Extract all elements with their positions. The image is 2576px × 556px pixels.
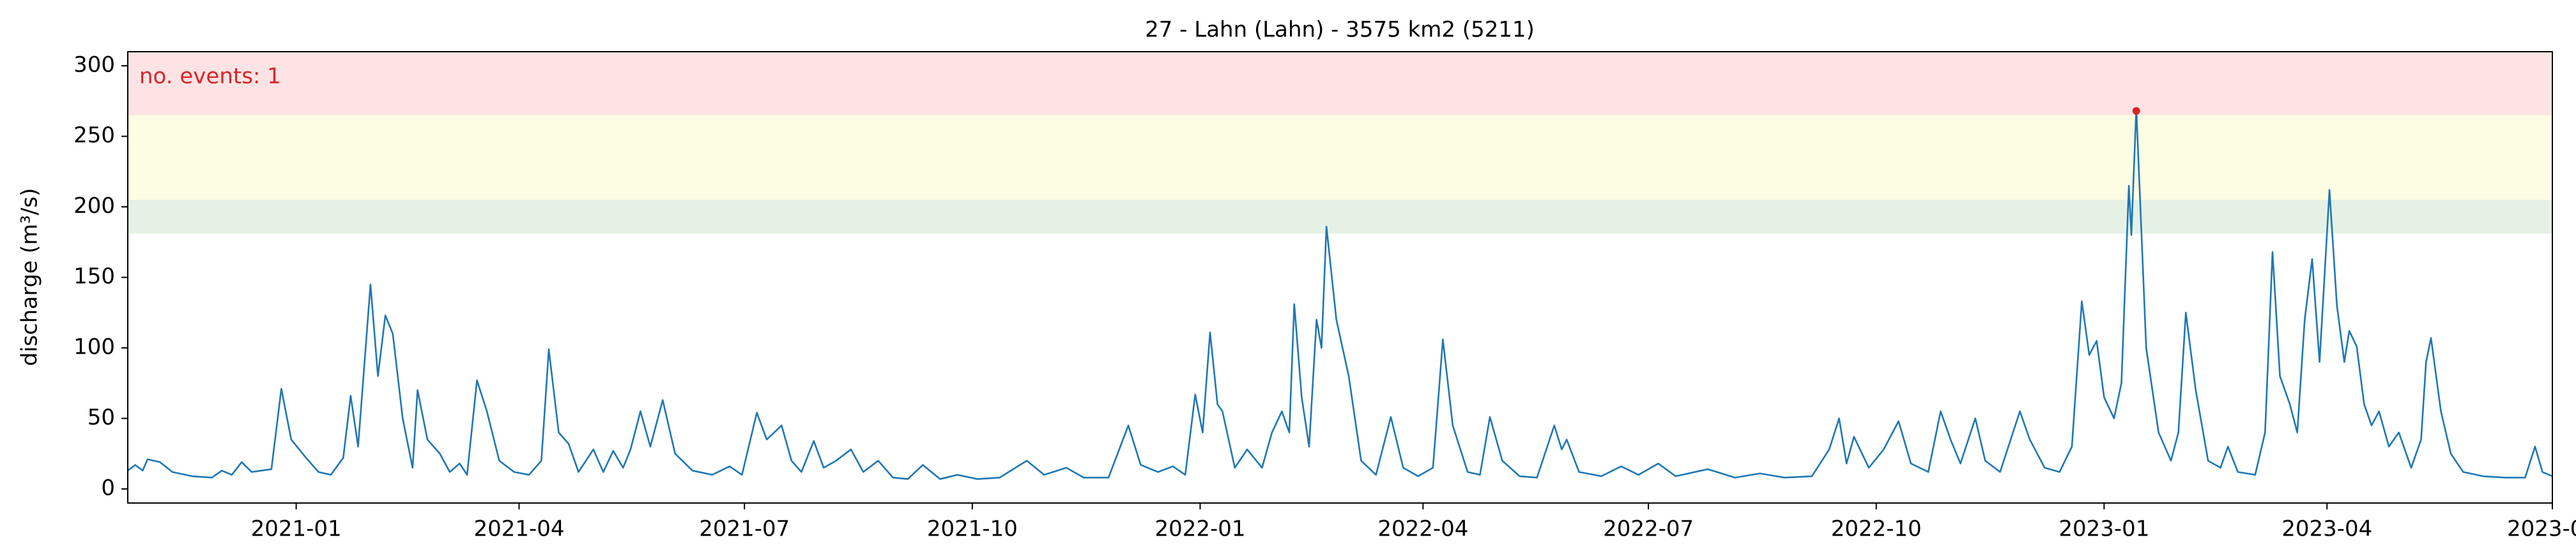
y-tick-label: 0 [101, 475, 115, 500]
x-tick-label: 2022-01 [1154, 516, 1245, 542]
x-tick-label: 2023-07 [2507, 516, 2576, 542]
x-tick-label: 2021-04 [473, 516, 564, 542]
y-tick-label: 250 [73, 123, 115, 148]
threshold-band [128, 199, 2552, 234]
threshold-band [128, 52, 2552, 116]
x-tick-label: 2021-10 [927, 516, 1018, 542]
x-tick-label: 2022-07 [1603, 516, 1694, 542]
x-tick-label: 2022-10 [1831, 516, 1922, 542]
y-tick-label: 300 [73, 52, 115, 78]
x-tick-label: 2021-01 [251, 516, 342, 542]
x-tick-label: 2021-07 [699, 516, 790, 542]
y-tick-label: 150 [73, 264, 115, 289]
x-tick-label: 2022-04 [1377, 516, 1468, 542]
y-tick-label: 100 [73, 334, 115, 359]
event-marker [2132, 107, 2140, 115]
y-tick-label: 50 [88, 405, 115, 430]
threshold-band [128, 115, 2552, 200]
event-count: no. events: 1 [139, 64, 281, 89]
plot-frame [127, 51, 2553, 504]
chart-title: 27 - Lahn (Lahn) - 3575 km2 (5211) [1145, 17, 1535, 43]
y-axis-label: discharge (m³/s) [17, 188, 43, 366]
discharge-line [127, 107, 2553, 480]
y-tick-label: 200 [73, 193, 115, 219]
x-tick-label: 2023-01 [2058, 516, 2149, 542]
x-tick-label: 2023-04 [2281, 516, 2372, 542]
